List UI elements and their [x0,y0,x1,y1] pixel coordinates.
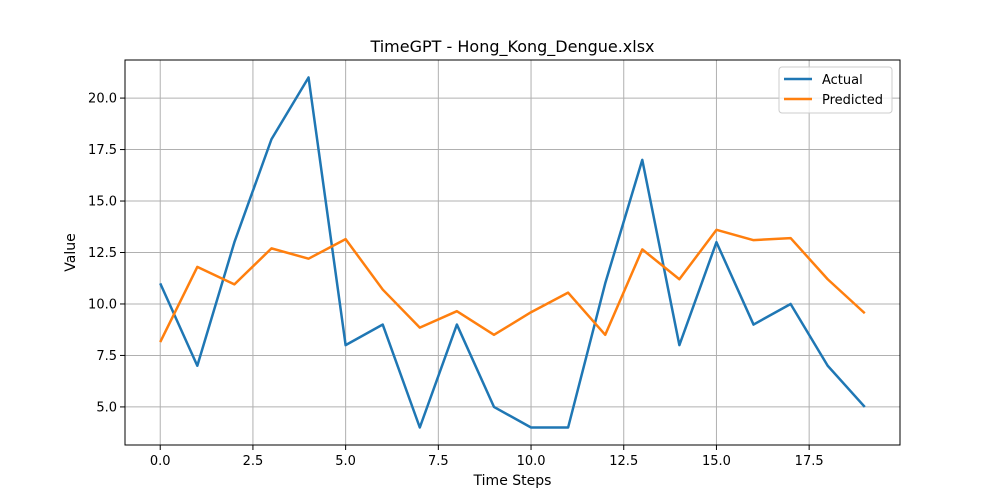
chart-title: TimeGPT - Hong_Kong_Dengue.xlsx [369,37,654,57]
legend-label-predicted: Predicted [822,93,883,108]
y-tick-label: 15.0 [88,195,117,210]
legend-label-actual: Actual [822,73,863,88]
x-tick-label: 10.0 [517,454,546,469]
y-tick-label: 10.0 [88,297,117,312]
series-line-predicted [159,228,866,343]
x-tick-label: 7.5 [428,454,449,469]
x-tick-label: 0.0 [150,454,171,469]
x-axis-title: Time Steps [473,473,552,489]
x-tick-label: 15.0 [702,454,731,469]
x-tick-label: 12.5 [609,454,638,469]
ticks: 0.0 2.5 5.0 7.5 10.0 12.5 15.0 17.5 5.0 7.5 10.0 12… [88,92,824,469]
y-tick-label: 17.5 [88,143,117,158]
y-tick-label: 12.5 [88,246,117,261]
series-line-actual [159,76,866,429]
grid [125,60,900,445]
x-tick-label: 2.5 [243,454,264,469]
x-tick-label: 5.0 [335,454,356,469]
y-tick-label: 20.0 [88,92,117,107]
y-tick-label: 5.0 [96,400,117,415]
legend: Actual Predicted [778,66,893,114]
x-tick-label: 17.5 [795,454,824,469]
series-lines [159,76,866,429]
y-tick-label: 7.5 [96,349,117,364]
y-axis-title: Value [63,233,79,271]
